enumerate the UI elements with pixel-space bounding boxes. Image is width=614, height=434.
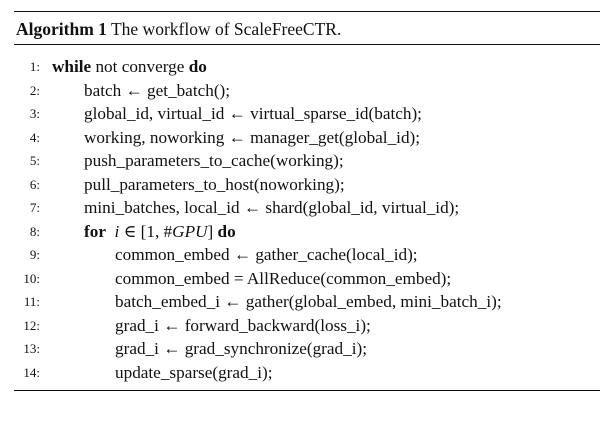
- loop-condition: not converge: [95, 57, 185, 76]
- algo-line-4: 4: working, noworking ← manager_get(glob…: [14, 126, 600, 150]
- line-code: grad_i ← forward_backward(loss_i);: [115, 315, 371, 335]
- line-code: common_embed ← gather_cache(local_id);: [115, 245, 418, 264]
- algo-line-8: 8: for i ∈ [1, #GPU] do: [14, 220, 600, 244]
- line-number: 1:: [29, 59, 40, 74]
- line-number: 2:: [29, 82, 40, 98]
- algo-line-1: 1: while not converge do: [14, 55, 600, 79]
- algo-line-13: 13: grad_i ← grad_synchronize(grad_i);: [14, 337, 600, 361]
- algorithm-block: Algorithm 1 The workflow of ScaleFreeCTR…: [14, 11, 600, 391]
- line-number: 7:: [29, 200, 40, 215]
- line-number: 11:: [23, 294, 40, 309]
- line-code: pull_parameters_to_host(noworking);: [84, 174, 345, 194]
- algo-line-12: 12: grad_i ← forward_backward(loss_i);: [14, 314, 600, 338]
- loop-range-end: ]: [207, 221, 214, 241]
- line-number: 4:: [29, 129, 40, 145]
- line-code: grad_i ← grad_synchronize(grad_i);: [115, 339, 367, 358]
- algorithm-lines: 1: while not converge do 2: batch ← get_…: [14, 55, 600, 384]
- line-code: push_parameters_to_cache(working);: [84, 151, 344, 170]
- loop-variable: i: [114, 221, 120, 241]
- line-code: while not converge do: [52, 55, 207, 79]
- caption-rule: [14, 44, 600, 45]
- line-number: 3:: [29, 106, 40, 121]
- algo-line-3: 3: global_id, virtual_id ← virtual_spars…: [14, 102, 600, 126]
- keyword-do: do: [188, 57, 207, 76]
- line-number: 9:: [29, 247, 40, 262]
- line-code: batch_embed_i ← gather(global_embed, min…: [115, 292, 502, 311]
- keyword-for: for: [84, 221, 106, 241]
- algo-line-9: 9: common_embed ← gather_cache(local_id)…: [14, 243, 600, 267]
- line-number: 5:: [29, 153, 40, 168]
- algo-line-14: 14: update_sparse(grad_i);: [14, 361, 600, 385]
- algo-line-7: 7: mini_batches, local_id ← shard(global…: [14, 196, 600, 220]
- line-number: 12:: [23, 317, 40, 333]
- algo-line-2: 2: batch ← get_batch();: [14, 79, 600, 103]
- algo-line-10: 10: common_embed = AllReduce(common_embe…: [14, 267, 600, 291]
- algo-line-5: 5: push_parameters_to_cache(working);: [14, 149, 600, 173]
- keyword-while: while: [52, 57, 92, 76]
- line-code: common_embed = AllReduce(common_embed);: [115, 268, 452, 288]
- algorithm-caption: Algorithm 1 The workflow of ScaleFreeCTR…: [14, 12, 600, 40]
- line-code: update_sparse(grad_i);: [115, 362, 273, 382]
- line-number: 14:: [23, 364, 40, 380]
- algo-line-6: 6: pull_parameters_to_host(noworking);: [14, 173, 600, 197]
- line-number: 6:: [29, 176, 40, 192]
- line-number: 13:: [23, 341, 40, 356]
- loop-range-gpu: GPU: [172, 221, 208, 241]
- algorithm-title: The workflow of ScaleFreeCTR.: [110, 19, 342, 39]
- line-number: 10:: [23, 270, 40, 286]
- line-number: 8:: [29, 223, 40, 239]
- top-rule: [14, 11, 600, 12]
- algo-line-11: 11: batch_embed_i ← gather(global_embed,…: [14, 290, 600, 314]
- line-code: mini_batches, local_id ← shard(global_id…: [84, 198, 460, 217]
- line-code: working, noworking ← manager_get(global_…: [84, 127, 421, 147]
- bottom-rule: [14, 390, 600, 391]
- keyword-do: do: [217, 221, 236, 241]
- algorithm-label: Algorithm 1: [16, 19, 107, 39]
- loop-range-start: ∈ [1, #: [123, 221, 173, 241]
- line-code: for i ∈ [1, #GPU] do: [84, 220, 236, 244]
- line-code: batch ← get_batch();: [84, 80, 231, 100]
- line-code: global_id, virtual_id ← virtual_sparse_i…: [84, 104, 422, 123]
